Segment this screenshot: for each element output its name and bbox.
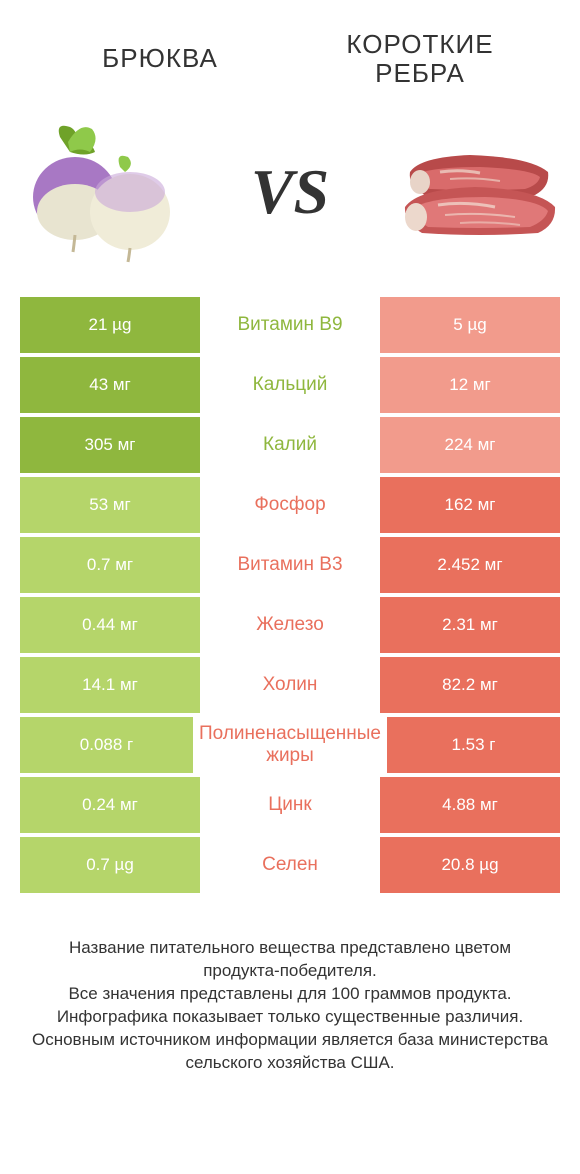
left-value: 21 µg xyxy=(20,297,200,353)
header: БРЮКВА КОРОТКИЕ РЕБРА xyxy=(0,0,580,97)
title-right-line2: РЕБРА xyxy=(375,58,465,88)
left-value: 14.1 мг xyxy=(20,657,200,713)
left-value: 0.7 µg xyxy=(20,837,200,893)
footer-line-2: Все значения представлены для 100 граммо… xyxy=(30,983,550,1006)
right-value: 2.31 мг xyxy=(380,597,560,653)
footer-notes: Название питательного вещества представл… xyxy=(0,897,580,1095)
right-value: 5 µg xyxy=(380,297,560,353)
food-image-left xyxy=(20,117,190,267)
title-right: КОРОТКИЕ РЕБРА xyxy=(290,30,550,87)
food-image-right xyxy=(390,117,560,267)
nutrient-name: Кальций xyxy=(200,357,380,413)
nutrient-name: Витамин B9 xyxy=(200,297,380,353)
left-value: 53 мг xyxy=(20,477,200,533)
footer-line-3: Инфографика показывает только существенн… xyxy=(30,1006,550,1029)
table-row: 0.7 мгВитамин B32.452 мг xyxy=(20,537,560,593)
right-value: 224 мг xyxy=(380,417,560,473)
nutrient-name: Железо xyxy=(200,597,380,653)
comparison-table: 21 µgВитамин B95 µg43 мгКальций12 мг305 … xyxy=(0,297,580,893)
left-value: 0.44 мг xyxy=(20,597,200,653)
left-value: 43 мг xyxy=(20,357,200,413)
table-row: 305 мгКалий224 мг xyxy=(20,417,560,473)
nutrient-name: Холин xyxy=(200,657,380,713)
footer-line-4: Основным источником информации является … xyxy=(30,1029,550,1075)
right-value: 4.88 мг xyxy=(380,777,560,833)
table-row: 53 мгФосфор162 мг xyxy=(20,477,560,533)
left-value: 0.24 мг xyxy=(20,777,200,833)
nutrient-name: Цинк xyxy=(200,777,380,833)
table-row: 0.24 мгЦинк4.88 мг xyxy=(20,777,560,833)
left-value: 0.088 г xyxy=(20,717,193,773)
nutrient-name: Селен xyxy=(200,837,380,893)
vs-row: VS xyxy=(0,97,580,297)
table-row: 0.44 мгЖелезо2.31 мг xyxy=(20,597,560,653)
right-value: 82.2 мг xyxy=(380,657,560,713)
title-left: БРЮКВА xyxy=(30,43,290,74)
right-value: 162 мг xyxy=(380,477,560,533)
table-row: 43 мгКальций12 мг xyxy=(20,357,560,413)
nutrient-name: Полиненасыщенные жиры xyxy=(193,717,387,773)
table-row: 21 µgВитамин B95 µg xyxy=(20,297,560,353)
nutrient-name: Витамин B3 xyxy=(200,537,380,593)
left-value: 0.7 мг xyxy=(20,537,200,593)
left-value: 305 мг xyxy=(20,417,200,473)
right-value: 12 мг xyxy=(380,357,560,413)
footer-line-1: Название питательного вещества представл… xyxy=(30,937,550,983)
right-value: 2.452 мг xyxy=(380,537,560,593)
table-row: 0.7 µgСелен20.8 µg xyxy=(20,837,560,893)
table-row: 14.1 мгХолин82.2 мг xyxy=(20,657,560,713)
title-right-line1: КОРОТКИЕ xyxy=(346,29,493,59)
nutrient-name: Фосфор xyxy=(200,477,380,533)
table-row: 0.088 гПолиненасыщенные жиры1.53 г xyxy=(20,717,560,773)
vs-label: VS xyxy=(251,155,329,229)
right-value: 20.8 µg xyxy=(380,837,560,893)
right-value: 1.53 г xyxy=(387,717,560,773)
nutrient-name: Калий xyxy=(200,417,380,473)
